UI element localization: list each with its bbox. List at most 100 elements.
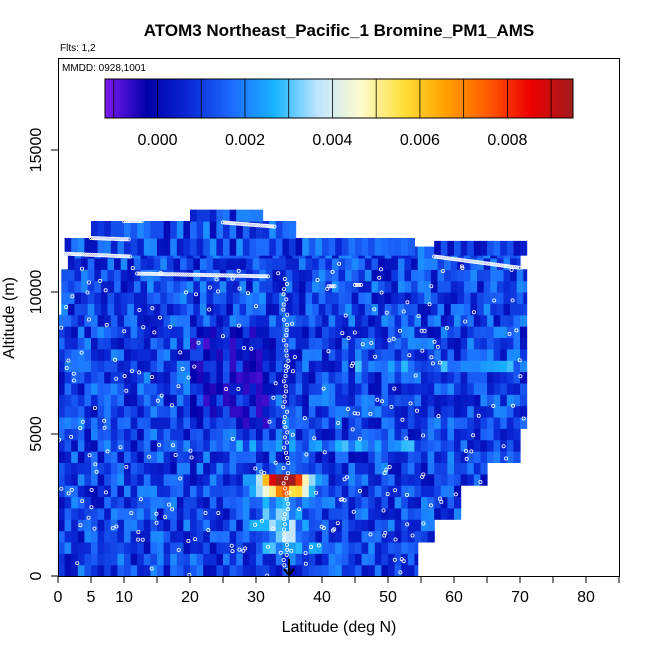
heatmap-cell <box>407 439 415 452</box>
heatmap-cell <box>506 360 514 373</box>
heatmap-cell <box>388 530 396 543</box>
heatmap-cell <box>110 416 118 429</box>
heatmap-cell <box>275 439 283 452</box>
heatmap-cell <box>84 326 92 339</box>
heatmap-cell <box>203 439 211 452</box>
heatmap-cell <box>368 382 376 395</box>
heatmap-cell <box>100 303 109 316</box>
sample-point <box>346 335 351 340</box>
colorbar-segment <box>482 79 486 118</box>
heatmap-cell <box>166 280 175 293</box>
sample-point <box>314 490 319 495</box>
heatmap-cell <box>282 326 290 339</box>
sample-point <box>432 339 437 344</box>
heatmap-cell <box>328 530 336 543</box>
heatmap-cell <box>64 382 72 395</box>
heatmap-cell <box>176 326 184 339</box>
heatmap-cell <box>256 360 264 373</box>
heatmap-cell <box>308 451 316 463</box>
heatmap-cell <box>170 507 178 520</box>
heatmap-cell <box>391 292 399 304</box>
heatmap-cell <box>454 451 462 463</box>
heatmap-cell <box>147 257 155 270</box>
heatmap-cell <box>236 507 244 520</box>
heatmap-cell <box>229 462 237 475</box>
heatmap-cell <box>272 257 280 270</box>
heatmap-cell <box>331 303 340 316</box>
heatmap-cell <box>368 360 376 373</box>
heatmap-cell <box>335 564 343 577</box>
heatmap-cell <box>394 382 402 395</box>
heatmap-cell <box>312 292 320 304</box>
heatmap-cell <box>322 541 330 554</box>
heatmap-cell <box>104 382 112 395</box>
colorbar-segment <box>353 79 358 118</box>
heatmap-cell <box>289 348 297 361</box>
colorbar-segment <box>450 79 454 118</box>
sample-point <box>507 264 512 269</box>
heatmap-cell <box>157 326 165 339</box>
heatmap-cell <box>262 519 270 532</box>
sample-point <box>113 357 118 362</box>
heatmap-cell <box>440 416 448 429</box>
heatmap-cell <box>493 337 501 350</box>
heatmap-cell <box>157 485 165 498</box>
sample-point <box>497 263 502 268</box>
heatmap-cell <box>394 564 402 577</box>
heatmap-cell <box>388 485 396 498</box>
heatmap-cell <box>295 238 303 256</box>
heatmap-cell <box>196 462 204 475</box>
heatmap-cell <box>183 360 191 373</box>
heatmap-cell <box>256 462 264 475</box>
sample-point <box>183 290 188 295</box>
sample-point <box>471 259 476 264</box>
heatmap-cell <box>318 292 326 304</box>
heatmap-cell <box>355 451 363 463</box>
heatmap-cell <box>440 439 448 452</box>
heatmap-cell <box>275 221 283 239</box>
heatmap-cell <box>480 348 488 361</box>
heatmap-cell <box>183 496 191 509</box>
heatmap-cell <box>186 257 194 270</box>
heatmap-cell <box>256 541 264 554</box>
heatmap-cell <box>97 394 105 407</box>
sample-point <box>284 353 289 358</box>
sample-point <box>505 264 510 269</box>
heatmap-cell <box>335 348 343 361</box>
heatmap-cell <box>223 462 231 475</box>
heatmap-cell <box>124 382 132 395</box>
heatmap-cell <box>91 416 99 429</box>
heatmap-cell <box>368 439 376 452</box>
heatmap-cell <box>355 564 363 577</box>
heatmap-cell <box>229 519 237 532</box>
sample-point <box>168 272 173 277</box>
colorbar-segment <box>198 79 203 118</box>
heatmap-cell <box>209 530 217 543</box>
heatmap-cell <box>500 405 508 418</box>
colorbar-segment <box>333 79 337 118</box>
sample-point <box>284 389 289 394</box>
heatmap-cell <box>368 428 376 441</box>
heatmap-cell <box>236 439 244 452</box>
heatmap-cell <box>341 451 349 463</box>
heatmap-cell <box>262 564 270 577</box>
heatmap-cell <box>407 326 415 339</box>
heatmap-cell <box>272 292 280 304</box>
heatmap-cell <box>71 553 79 566</box>
sample-point <box>66 358 71 363</box>
heatmap-cell <box>467 326 475 339</box>
sample-point <box>152 271 157 276</box>
heatmap-cell <box>84 473 92 486</box>
heatmap-cell <box>176 405 184 418</box>
sample-point <box>71 378 76 383</box>
heatmap-cell <box>361 238 369 256</box>
heatmap-cell <box>64 564 72 577</box>
heatmap-cell <box>374 485 382 498</box>
heatmap-cell <box>269 451 277 463</box>
sample-point <box>518 374 523 379</box>
heatmap-cell <box>282 507 290 520</box>
sample-point <box>285 430 290 435</box>
sample-point <box>216 510 221 515</box>
heatmap-cell <box>104 530 112 543</box>
heatmap-cell <box>216 428 224 441</box>
